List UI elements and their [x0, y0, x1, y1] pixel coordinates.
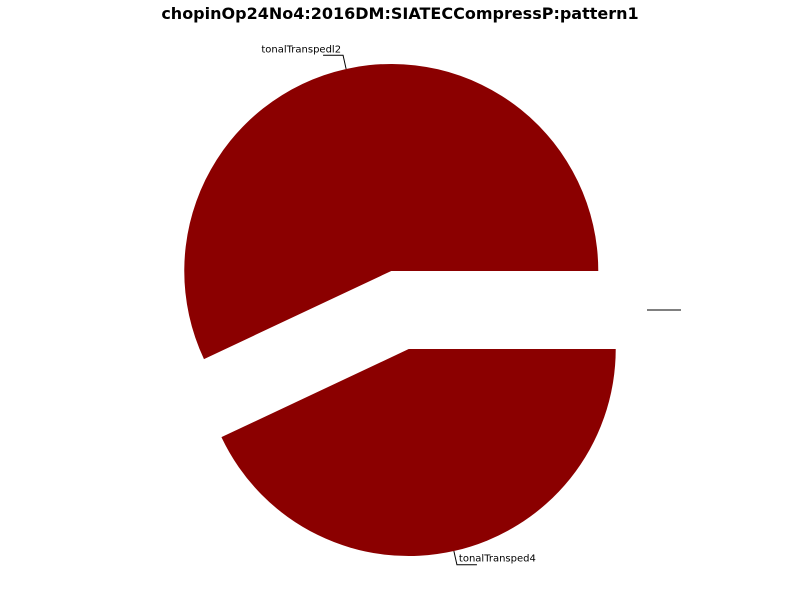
chart-title: chopinOp24No4:2016DM:SIATECCompressP:pat… — [161, 4, 638, 23]
slice-label: tonalTransped4 — [459, 554, 536, 565]
pie-labels: tonalTranspedl2 tonalTransped4 — [261, 44, 681, 566]
slice-leader-line — [323, 54, 347, 70]
slice-leader-line — [453, 550, 477, 566]
pie-slices — [184, 63, 616, 557]
pie-slice — [184, 63, 599, 360]
slice-label: tonalTranspedl2 — [261, 44, 341, 55]
pie-slice — [221, 349, 616, 557]
